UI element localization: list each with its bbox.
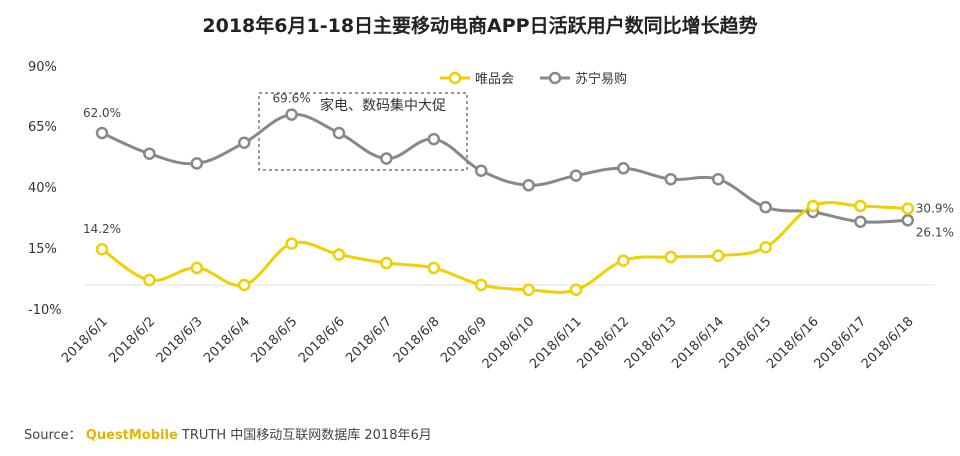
data-point-suning <box>190 157 204 170</box>
series-lines <box>101 113 908 294</box>
source-rest: TRUTH 中国移动互联网数据库 2018年6月 <box>177 428 432 443</box>
source-prefix: Source： <box>24 428 82 443</box>
data-point-vip <box>95 242 109 256</box>
y-tick-label: 65% <box>28 120 57 135</box>
data-point-suning <box>854 215 867 228</box>
legend-marker-vip <box>448 71 462 85</box>
data-point-suning <box>427 132 441 146</box>
x-tick-label: 2018/6/4 <box>201 314 253 366</box>
data-label-suning-last: 26.1% <box>916 225 954 239</box>
data-point-vip <box>759 241 772 254</box>
legend-label-vip: 唯品会 <box>475 72 514 87</box>
data-label-suning-peak: 69.6% <box>273 92 311 106</box>
data-point-vip <box>901 202 915 215</box>
data-point-vip <box>380 256 393 270</box>
legend-marker-suning <box>548 71 562 85</box>
data-point-suning <box>901 214 915 227</box>
data-point-vip <box>569 283 583 297</box>
y-tick-label: 40% <box>28 181 57 196</box>
x-tick-label: 2018/6/8 <box>391 314 443 366</box>
data-label-suning-first: 62.0% <box>83 106 121 120</box>
data-point-suning <box>143 147 156 160</box>
data-point-suning <box>95 126 109 140</box>
data-point-suning <box>759 200 772 214</box>
x-tick-label: 2018/6/1 <box>59 314 111 366</box>
data-point-vip <box>427 261 441 275</box>
chart-title: 2018年6月1-18日主要移动电商APP日活跃用户数同比增长趋势 <box>202 14 757 37</box>
data-point-suning <box>332 126 346 140</box>
data-point-suning <box>285 108 298 121</box>
data-point-vip <box>285 237 298 250</box>
x-axis: 2018/6/12018/6/22018/6/32018/6/42018/6/5… <box>59 314 917 372</box>
source-note: Source： QuestMobile TRUTH 中国移动互联网数据库 201… <box>24 424 432 443</box>
data-point-vip <box>237 278 251 292</box>
y-axis: 90% 65% 40% 15% -10% <box>28 60 62 318</box>
x-tick-label: 2018/6/6 <box>296 314 348 366</box>
series-line-vip <box>101 201 908 294</box>
data-point-suning <box>474 164 488 177</box>
data-point-suning <box>664 172 678 186</box>
data-point-suning <box>522 179 535 192</box>
data-point-vip <box>190 261 204 275</box>
y-tick-label: 90% <box>28 60 57 75</box>
x-tick-label: 2018/6/18 <box>859 314 917 372</box>
series-points <box>95 108 915 297</box>
data-point-vip <box>854 199 867 213</box>
data-point-vip <box>143 273 156 287</box>
data-point-vip <box>522 283 535 297</box>
data-point-suning <box>237 136 251 150</box>
x-tick-label: 2018/6/2 <box>106 314 158 366</box>
y-tick-label: -10% <box>28 303 62 318</box>
data-label-vip-last: 30.9% <box>916 202 954 216</box>
x-tick-label: 2018/6/7 <box>343 314 395 366</box>
annotation-box <box>258 92 468 171</box>
x-tick-label: 2018/6/5 <box>249 314 301 366</box>
data-point-vip <box>711 249 725 263</box>
data-point-vip <box>806 199 820 213</box>
data-point-vip <box>617 254 630 267</box>
annotation-text: 家电、数码集中大促 <box>320 97 446 114</box>
legend-label-suning: 苏宁易购 <box>575 71 627 87</box>
series-line-suning <box>101 113 908 224</box>
data-point-vip <box>474 278 488 292</box>
data-point-suning <box>617 162 630 175</box>
y-tick-label: 15% <box>28 242 57 257</box>
source-brand: QuestMobile <box>85 428 178 443</box>
data-point-vip <box>664 250 678 264</box>
x-tick-label: 2018/6/3 <box>154 314 206 366</box>
data-point-suning <box>569 169 583 182</box>
data-point-vip <box>332 248 346 261</box>
legend: 唯品会 苏宁易购 <box>440 71 627 87</box>
data-point-suning <box>711 172 725 186</box>
data-label-vip-first: 14.2% <box>83 222 121 236</box>
data-point-suning <box>380 152 393 165</box>
